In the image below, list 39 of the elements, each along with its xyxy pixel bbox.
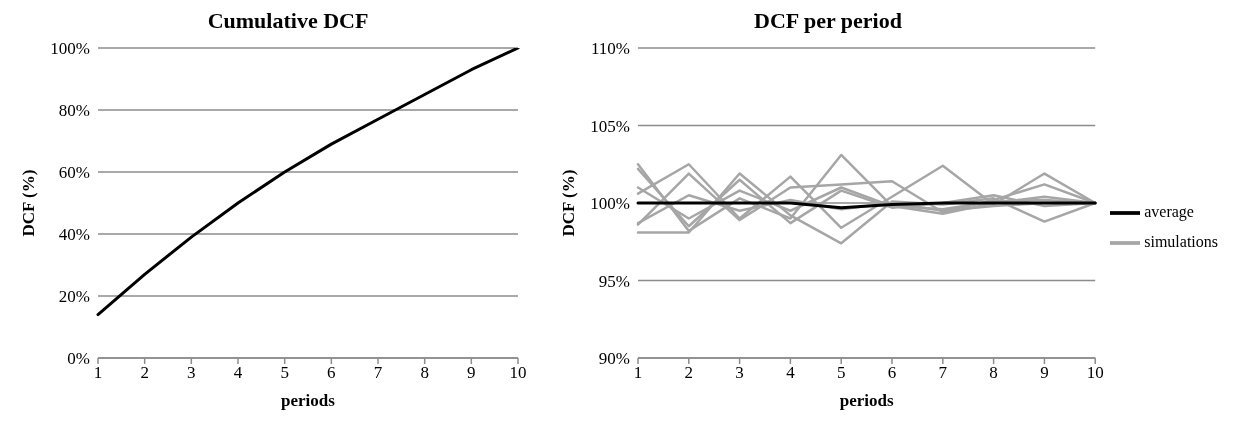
x-tick-label: 2 [140,363,149,383]
x-axis-title: periods [281,391,336,410]
x-tick-label: 10 [1086,363,1104,383]
chart-title: DCF per period [753,8,903,35]
x-tick-label: 2 [684,363,694,383]
y-tick-label: 110% [590,39,630,59]
x-tick-label: 7 [938,363,948,383]
x-tick-label: 8 [989,363,998,383]
x-tick-label: 5 [280,363,289,383]
x-tick-label: 4 [233,363,243,383]
y-axis-title: DCF (%) [19,169,39,237]
x-tick-label: 1 [633,363,643,383]
x-tick-label: 8 [420,363,429,383]
x-tick-label: 6 [327,363,336,383]
y-axis-title: DCF (%) [559,169,579,237]
y-tick-label: 105% [590,116,630,136]
x-tick-label: 5 [836,363,846,383]
y-tick-label: 80% [58,101,90,121]
x-tick-label: 6 [887,363,897,383]
legend-label: simulations [1144,232,1218,250]
y-tick-label: 40% [58,225,90,245]
y-tick-label: 100% [590,194,630,214]
chart-title: Cumulative DCF [206,8,370,35]
y-tick-label: 100% [50,39,90,59]
x-tick-label: 3 [735,363,744,383]
y-tick-label: 0% [67,349,90,369]
legend-label: average [1144,202,1194,220]
y-tick-label: 20% [58,287,90,307]
x-tick-label: 1 [93,363,103,383]
y-tick-label: 90% [598,349,630,369]
x-tick-label: 9 [467,363,476,383]
x-tick-label: 3 [187,363,196,383]
y-tick-label: 60% [58,163,90,183]
x-tick-label: 7 [373,363,383,383]
x-tick-label: 4 [786,363,796,383]
x-tick-label: 10 [509,363,527,383]
x-tick-label: 9 [1040,363,1049,383]
y-tick-label: 95% [598,271,630,291]
x-axis-title: periods [839,391,894,410]
